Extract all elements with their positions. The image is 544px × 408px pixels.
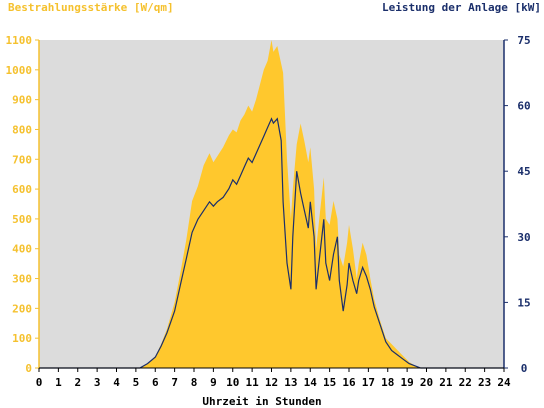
left-axis-title: Bestrahlungsstärke [W/qm] <box>8 1 174 14</box>
x-tick-label: 8 <box>191 376 198 389</box>
x-tick-label: 3 <box>94 376 101 389</box>
x-tick-label: 0 <box>36 376 43 389</box>
irradiance-area <box>39 40 504 368</box>
left-tick-label: 1000 <box>6 64 33 77</box>
power-line <box>39 117 504 369</box>
x-tick-label: 10 <box>226 376 239 389</box>
left-tick-label: 400 <box>12 243 32 256</box>
right-tick-label: 45 <box>517 165 530 178</box>
right-tick-label: 75 <box>517 34 530 47</box>
right-axis-ticks: 0 15 30 45 60 75 <box>504 34 531 375</box>
left-tick-label: 700 <box>12 153 32 166</box>
left-axis-ticks: 0 100 200 300 400 500 600 700 800 900 1000 1100 <box>6 34 39 375</box>
x-tick-label: 7 <box>171 376 178 389</box>
x-tick-label: 21 <box>439 376 453 389</box>
right-tick-label: 60 <box>517 100 530 113</box>
x-tick-label: 6 <box>152 376 159 389</box>
right-tick-label: 0 <box>521 362 528 375</box>
x-tick-label: 9 <box>210 376 217 389</box>
x-tick-label: 23 <box>478 376 491 389</box>
x-tick-label: 20 <box>420 376 433 389</box>
left-tick-label: 1100 <box>6 34 33 47</box>
x-axis-ticks: 0 1 2 3 4 5 6 7 8 9 10 11 12 13 14 15 16 17 18 19 20 21 22 23 24 <box>36 368 511 389</box>
x-tick-label: 16 <box>342 376 356 389</box>
x-tick-label: 11 <box>246 376 260 389</box>
x-tick-label: 15 <box>323 376 336 389</box>
x-tick-label: 12 <box>265 376 278 389</box>
left-tick-label: 800 <box>12 123 32 136</box>
x-tick-label: 5 <box>133 376 140 389</box>
x-axis-title: Uhrzeit in Stunden <box>202 395 321 408</box>
x-tick-label: 22 <box>459 376 472 389</box>
left-tick-label: 200 <box>12 302 32 315</box>
right-tick-label: 30 <box>517 231 530 244</box>
series-layer <box>39 40 504 369</box>
left-tick-label: 600 <box>12 183 32 196</box>
x-tick-label: 19 <box>401 376 414 389</box>
x-tick-label: 17 <box>362 376 375 389</box>
x-tick-label: 18 <box>381 376 394 389</box>
left-tick-label: 300 <box>12 273 32 286</box>
x-tick-label: 4 <box>113 376 120 389</box>
right-tick-label: 15 <box>517 296 530 309</box>
x-tick-label: 13 <box>284 376 297 389</box>
right-axis-title: Leistung der Anlage [kW] <box>382 1 541 14</box>
x-tick-label: 2 <box>74 376 81 389</box>
left-tick-label: 500 <box>12 213 32 226</box>
x-tick-label: 14 <box>304 376 318 389</box>
x-tick-label: 1 <box>55 376 62 389</box>
left-tick-label: 900 <box>12 94 32 107</box>
x-tick-label: 24 <box>497 376 511 389</box>
left-tick-label: 100 <box>12 332 32 345</box>
left-tick-label: 0 <box>25 362 32 375</box>
